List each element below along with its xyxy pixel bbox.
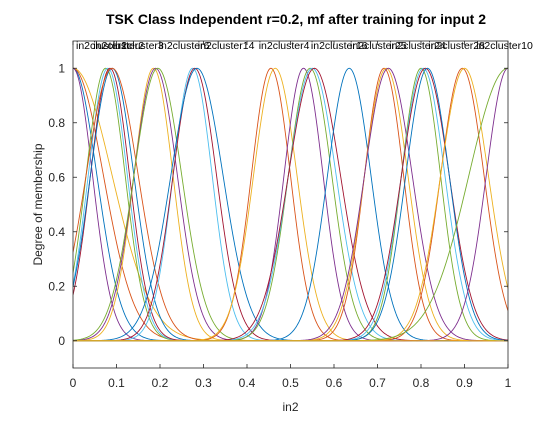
mf-label-in2cluster2: in2cluster2	[93, 40, 144, 52]
mf-label-in2cluster14: in2cluster14	[198, 40, 255, 52]
mf-label-in2cluster25: in2cluster25	[350, 40, 407, 52]
mf-label-in2cluster16: in2cluster16	[311, 40, 368, 52]
y-tick-label: 0.4	[48, 225, 65, 239]
x-tick-label: 0.1	[108, 376, 125, 390]
mf-label-in2cluster10: in2cluster10	[476, 40, 533, 52]
y-axis-ticks: 0 0.2 0.4 0.6 0.8 1	[48, 61, 508, 348]
y-tick-label: 0.8	[48, 116, 65, 130]
y-axis-label: Degree of membership	[31, 143, 45, 265]
mf-label-group: in2cluster1in2cluster2in2cluster3in2clus…	[76, 40, 533, 52]
x-axis-ticks: 0 0.1 0.2 0.3 0.4 0.5 0.6 0.7 0.8 0.9 1	[70, 41, 512, 390]
mf-label-in2cluster3: in2cluster3	[113, 40, 164, 52]
x-tick-label: 0.4	[239, 376, 256, 390]
mf-label-in2cluster28: in2cluster28	[428, 40, 485, 52]
y-tick-label: 1	[58, 61, 65, 75]
chart-title: TSK Class Independent r=0.2, mf after tr…	[106, 11, 486, 27]
x-tick-label: 0.6	[326, 376, 343, 390]
y-tick-label: 0.2	[48, 279, 65, 293]
mf-label-in2cluster24: in2cluster24	[389, 40, 446, 52]
mf-label-in2cluster6: in2cluster6	[159, 40, 210, 52]
x-tick-label: 0.2	[152, 376, 169, 390]
y-tick-label: 0.6	[48, 170, 65, 184]
x-axis-label: in2	[282, 400, 298, 414]
x-tick-label: 0.9	[456, 376, 473, 390]
x-tick-label: 0.5	[282, 376, 299, 390]
x-tick-label: 1	[505, 376, 512, 390]
mf-label-in2cluster4: in2cluster4	[259, 40, 310, 52]
y-tick-label: 0	[58, 334, 65, 348]
x-tick-label: 0.7	[369, 376, 386, 390]
x-tick-label: 0.8	[413, 376, 430, 390]
x-tick-label: 0	[70, 376, 77, 390]
x-tick-label: 0.3	[195, 376, 212, 390]
mf-label-in2cluster1: in2cluster1	[76, 40, 127, 52]
mf-curve-group	[73, 67, 508, 342]
